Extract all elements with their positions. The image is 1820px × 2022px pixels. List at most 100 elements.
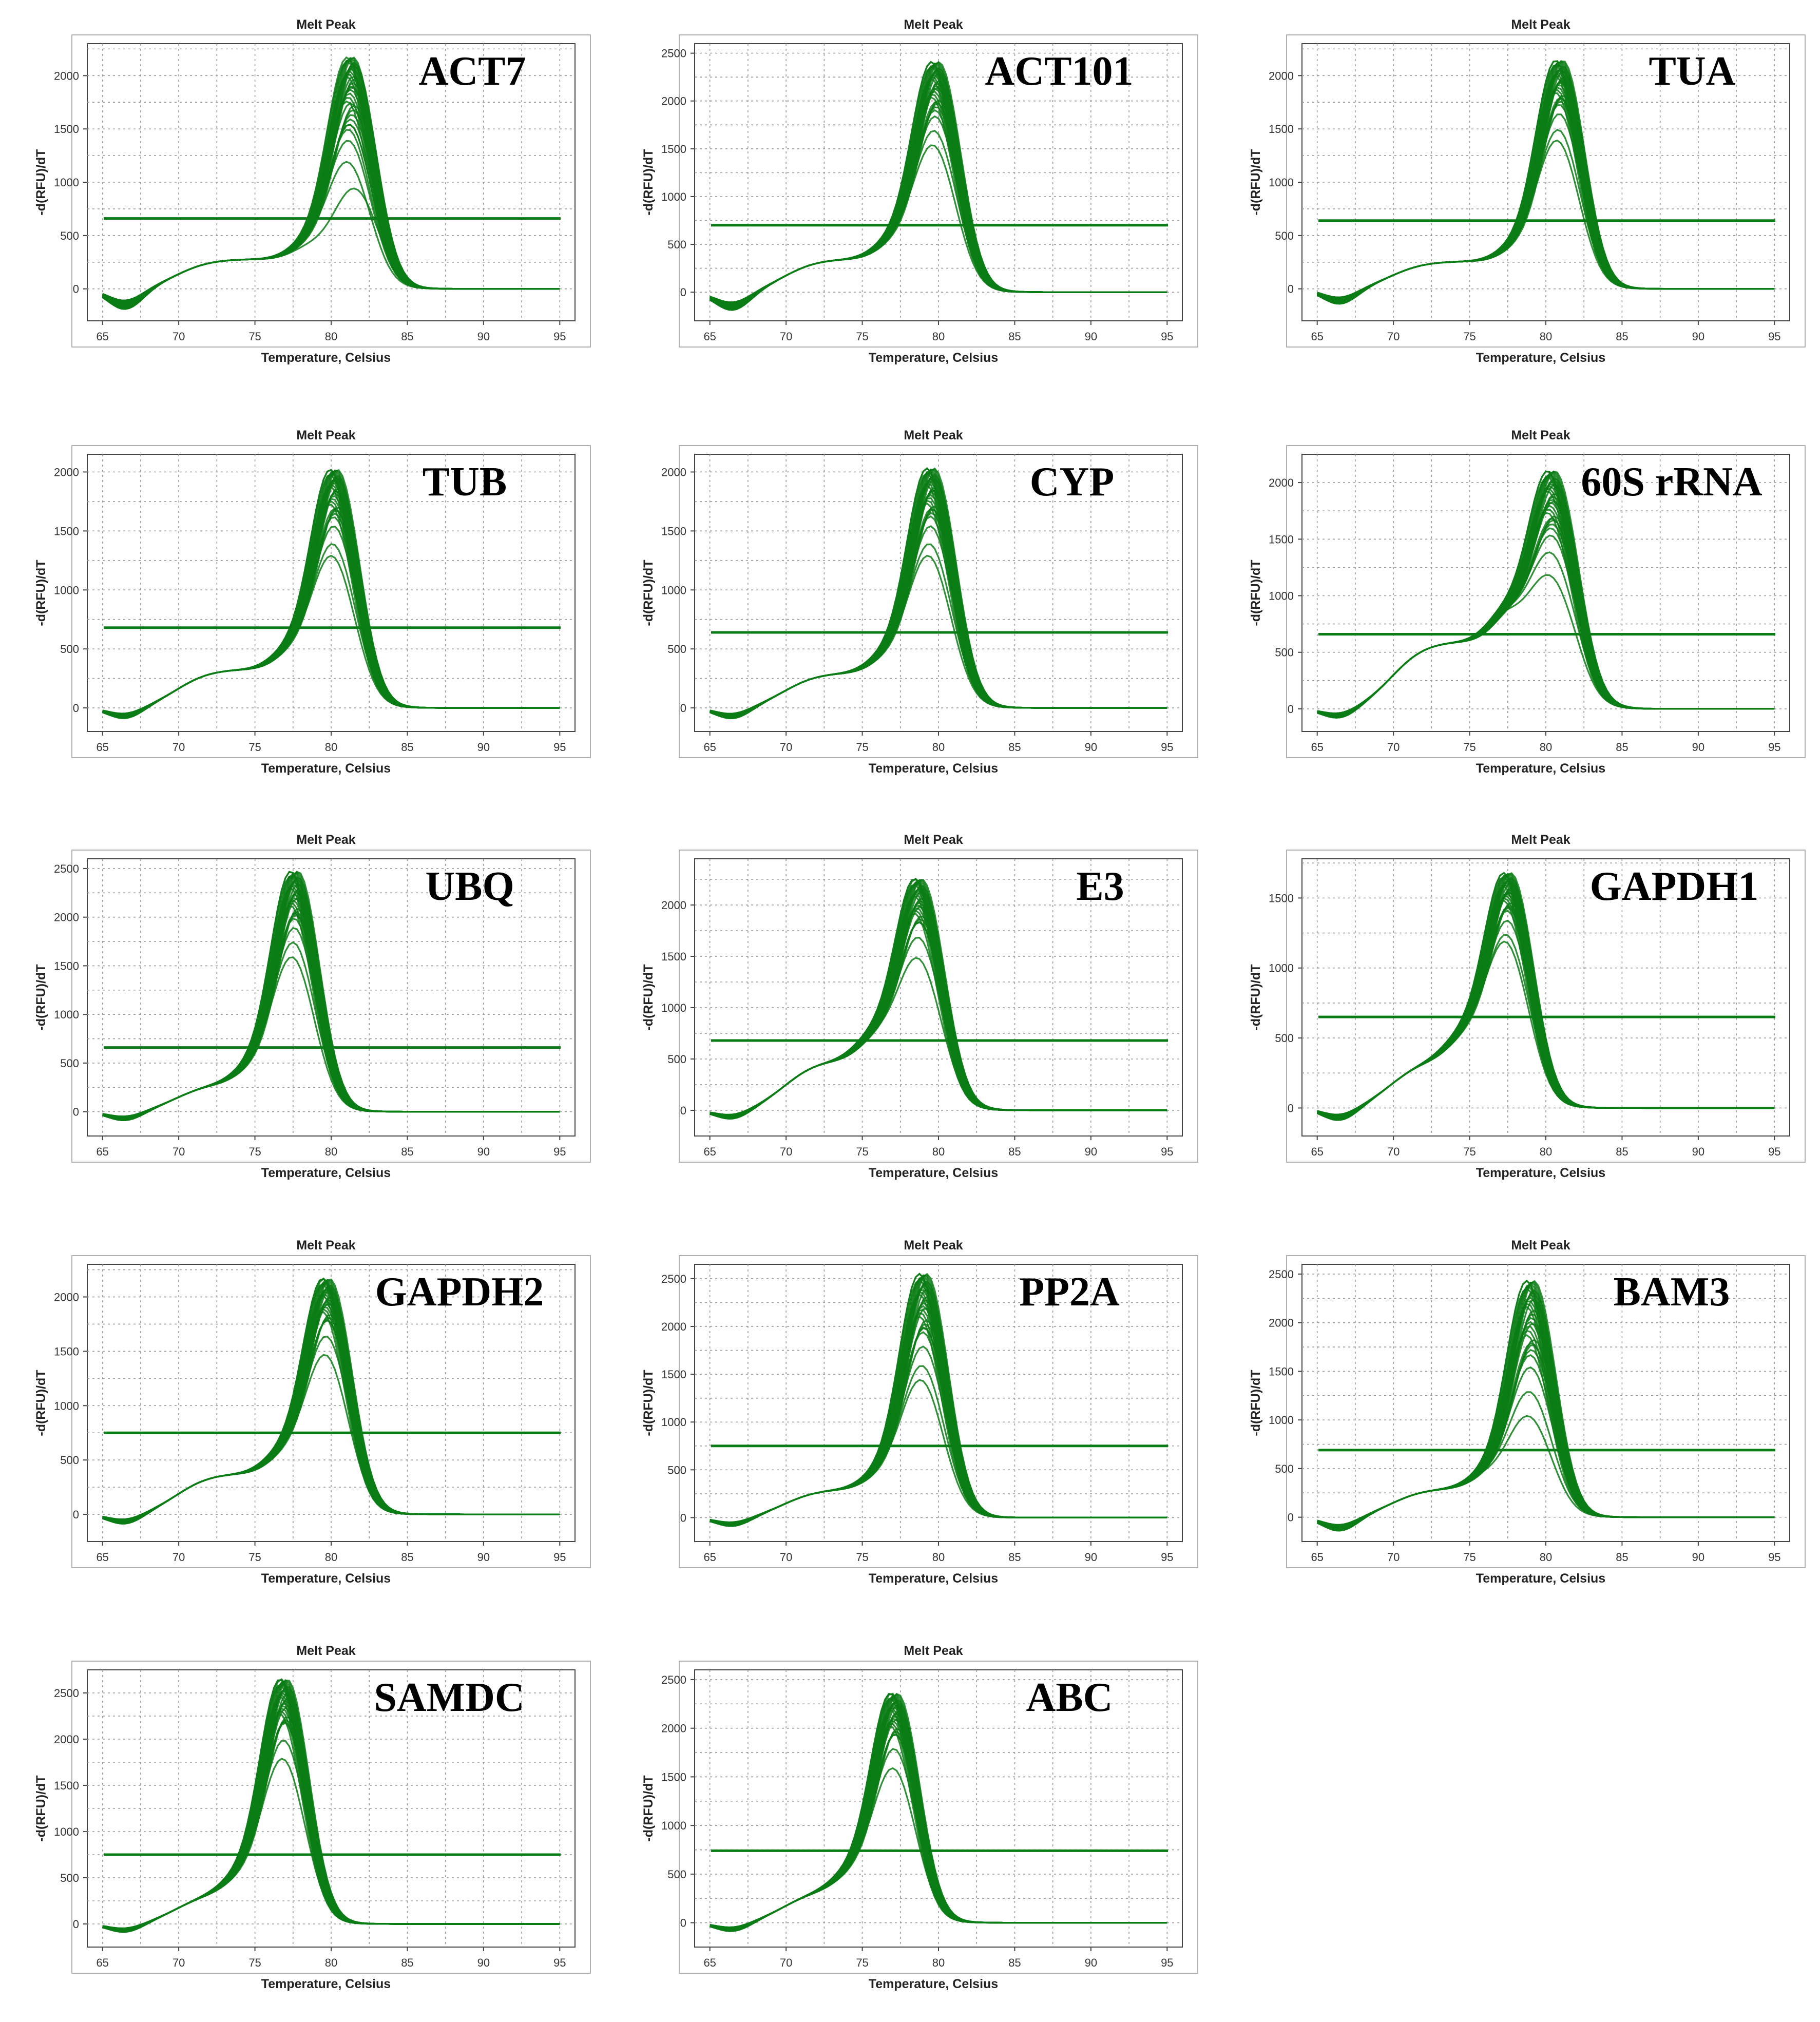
x-tick-label: 80 <box>325 1956 337 1969</box>
y-tick-label: 1000 <box>54 584 79 596</box>
y-axis-label: -d(RFU)/dT <box>1249 964 1263 1030</box>
x-tick-label: 75 <box>856 1551 868 1564</box>
gene-label: ACT101 <box>985 49 1134 94</box>
x-tick-label: 90 <box>1692 330 1704 343</box>
gene-label: GAPDH2 <box>375 1269 544 1315</box>
x-axis-label: Temperature, Celsius <box>869 351 998 365</box>
x-tick-label: 85 <box>401 1551 413 1564</box>
x-tick-label: 70 <box>780 1956 792 1969</box>
panel-border <box>679 445 1198 758</box>
y-tick-label: 1500 <box>661 1368 686 1381</box>
x-tick-label: 75 <box>1463 330 1476 343</box>
melt-peak-panel-act101: Melt Peak 65 70 75 80 85 90 95 0 500 1000 1500 2000 2… <box>641 17 1198 365</box>
x-tick-label: 80 <box>1540 330 1552 343</box>
x-tick-label: 95 <box>553 741 566 754</box>
y-tick-label: 1000 <box>661 584 686 596</box>
x-tick-label: 75 <box>1463 1551 1476 1564</box>
gene-label: TUB <box>423 459 507 505</box>
x-tick-label: 65 <box>1311 330 1323 343</box>
y-tick-label: 2500 <box>54 1687 79 1700</box>
panel-border <box>71 850 591 1163</box>
y-tick-label: 1500 <box>54 1345 79 1358</box>
x-tick-label: 85 <box>401 330 413 343</box>
y-tick-label: 2000 <box>661 899 686 912</box>
x-tick-label: 75 <box>1463 741 1476 754</box>
y-tick-label: 2500 <box>661 47 686 60</box>
x-tick-label: 90 <box>477 330 490 343</box>
y-tick-label: 1500 <box>54 959 79 972</box>
y-tick-label: 2000 <box>1269 1317 1294 1330</box>
gene-label: PP2A <box>1019 1269 1120 1315</box>
y-tick-label: 1500 <box>1269 892 1294 904</box>
y-tick-label: 1000 <box>661 1416 686 1429</box>
x-tick-label: 70 <box>1387 741 1400 754</box>
y-tick-label: 2000 <box>54 466 79 478</box>
x-tick-label: 95 <box>1161 741 1173 754</box>
x-tick-label: 80 <box>932 330 945 343</box>
y-tick-label: 1000 <box>54 1399 79 1412</box>
melt-peak-panel-act7: Melt Peak 65 70 75 80 85 90 95 0 500 1000 1500 2000 T… <box>34 17 591 365</box>
melt-curves <box>102 469 560 719</box>
x-tick-label: 95 <box>1161 1145 1173 1158</box>
x-tick-label: 90 <box>1085 1551 1097 1564</box>
x-tick-label: 65 <box>703 1956 716 1969</box>
melt-curves <box>102 871 560 1121</box>
x-tick-label: 70 <box>173 741 185 754</box>
y-tick-label: 1000 <box>661 1819 686 1832</box>
x-tick-label: 80 <box>325 330 337 343</box>
x-tick-label: 65 <box>96 1145 108 1158</box>
y-tick-label: 1500 <box>661 143 686 156</box>
x-tick-label: 65 <box>96 330 108 343</box>
y-tick-label: 500 <box>1275 1462 1294 1475</box>
melt-peak-panel-abc: Melt Peak 65 70 75 80 85 90 95 0 500 1000 1500 2000 2… <box>641 1644 1198 1991</box>
x-tick-label: 90 <box>1692 741 1704 754</box>
x-tick-label: 80 <box>932 1551 945 1564</box>
melt-curve <box>102 917 560 1120</box>
y-axis-label: -d(RFU)/dT <box>641 560 656 626</box>
x-tick-label: 95 <box>553 1145 566 1158</box>
x-tick-label: 85 <box>1008 741 1021 754</box>
panel-border <box>71 34 591 348</box>
panel-border <box>679 34 1198 348</box>
y-tick-label: 0 <box>73 283 79 296</box>
x-tick-label: 85 <box>401 1145 413 1158</box>
x-tick-label: 70 <box>780 741 792 754</box>
y-tick-label: 2000 <box>661 466 686 478</box>
x-axis-label: Temperature, Celsius <box>869 1571 998 1586</box>
y-axis-label: -d(RFU)/dT <box>34 1370 48 1436</box>
y-tick-label: 1500 <box>54 123 79 136</box>
y-axis-label: -d(RFU)/dT <box>1249 1370 1263 1436</box>
x-tick-label: 95 <box>553 330 566 343</box>
x-tick-label: 90 <box>477 1956 490 1969</box>
panel-border <box>679 1255 1198 1568</box>
melt-peak-panel-60s-rrna: Melt Peak 65 70 75 80 85 90 95 0 500 1000 1500 2000 T… <box>1249 428 1806 776</box>
gene-label: SAMDC <box>374 1675 524 1720</box>
y-tick-label: 1000 <box>54 1825 79 1838</box>
x-tick-label: 95 <box>1768 1551 1780 1564</box>
chart-title: Melt Peak <box>1511 17 1570 32</box>
x-tick-label: 95 <box>1768 741 1780 754</box>
y-tick-label: 1000 <box>54 176 79 189</box>
y-tick-label: 1500 <box>54 1779 79 1792</box>
gene-label: BAM3 <box>1614 1269 1730 1315</box>
melt-curves <box>1317 470 1775 719</box>
y-tick-label: 2000 <box>661 95 686 108</box>
y-axis-label: -d(RFU)/dT <box>34 149 48 215</box>
gene-label: CYP <box>1030 459 1114 505</box>
panel-border <box>1286 445 1806 758</box>
y-axis-label: -d(RFU)/dT <box>641 964 656 1030</box>
panel-border <box>1286 34 1806 348</box>
y-axis-label: -d(RFU)/dT <box>641 1370 656 1436</box>
gene-label: UBQ <box>425 864 514 909</box>
melt-curve <box>710 1331 1167 1526</box>
melt-curves <box>710 1692 1167 1932</box>
y-axis-label: -d(RFU)/dT <box>34 964 48 1030</box>
x-tick-label: 65 <box>703 1145 716 1158</box>
x-tick-label: 80 <box>932 1956 945 1969</box>
melt-curves <box>710 467 1167 719</box>
chart-title: Melt Peak <box>1511 833 1570 847</box>
x-tick-label: 90 <box>477 741 490 754</box>
melt-curve <box>1317 104 1775 303</box>
y-tick-label: 0 <box>1288 1511 1294 1524</box>
x-axis-label: Temperature, Celsius <box>261 1977 391 1991</box>
